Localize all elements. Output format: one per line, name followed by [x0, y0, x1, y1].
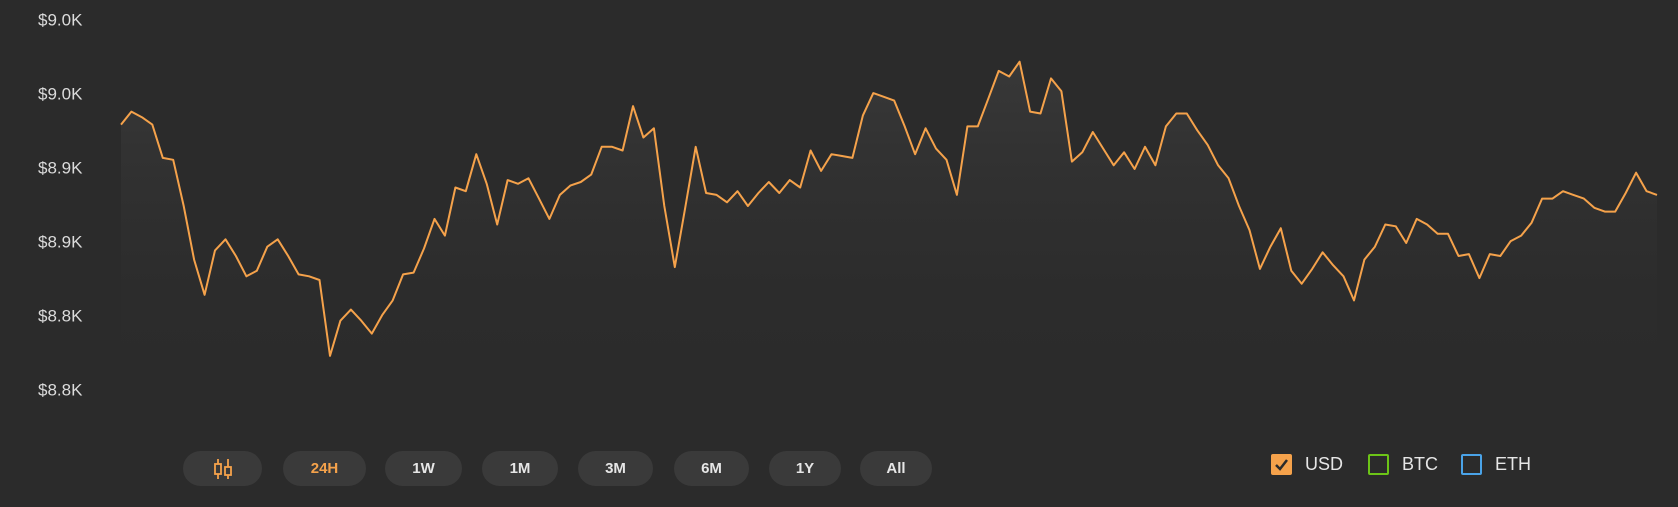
legend-label: ETH — [1495, 453, 1531, 474]
legend-item[interactable]: BTC — [1368, 453, 1438, 475]
range-button[interactable]: 1W — [385, 451, 462, 486]
range-button[interactable]: 3M — [578, 451, 653, 486]
checkmark-path — [1275, 458, 1288, 471]
candlestick-toggle[interactable] — [183, 451, 262, 486]
y-tick-label: $8.9K — [38, 158, 83, 177]
y-tick-label: $8.8K — [38, 306, 83, 325]
legend-checkbox[interactable] — [1271, 453, 1292, 475]
range-button[interactable]: All — [860, 451, 932, 486]
area — [121, 61, 1657, 391]
range-button[interactable]: 6M — [674, 451, 749, 486]
legend-checkbox[interactable] — [1368, 453, 1389, 475]
range-button[interactable]: 24H — [283, 451, 366, 486]
legend-item[interactable]: USD — [1271, 453, 1343, 475]
legend-checkbox[interactable] — [1461, 453, 1482, 475]
y-tick-label: $9.0K — [38, 10, 83, 29]
y-tick-label: $9.0K — [38, 84, 83, 103]
checkmark — [1275, 458, 1288, 471]
candlestick-icon — [213, 458, 232, 479]
y-tick-label: $8.9K — [38, 232, 83, 251]
price-line — [120, 60, 1658, 357]
legend-item[interactable]: ETH — [1461, 453, 1531, 475]
range-button[interactable]: 1Y — [769, 451, 841, 486]
y-tick-label: $8.8K — [38, 380, 83, 399]
legend-label: BTC — [1402, 453, 1438, 474]
range-button[interactable]: 1M — [482, 451, 558, 486]
legend-label: USD — [1305, 453, 1344, 474]
